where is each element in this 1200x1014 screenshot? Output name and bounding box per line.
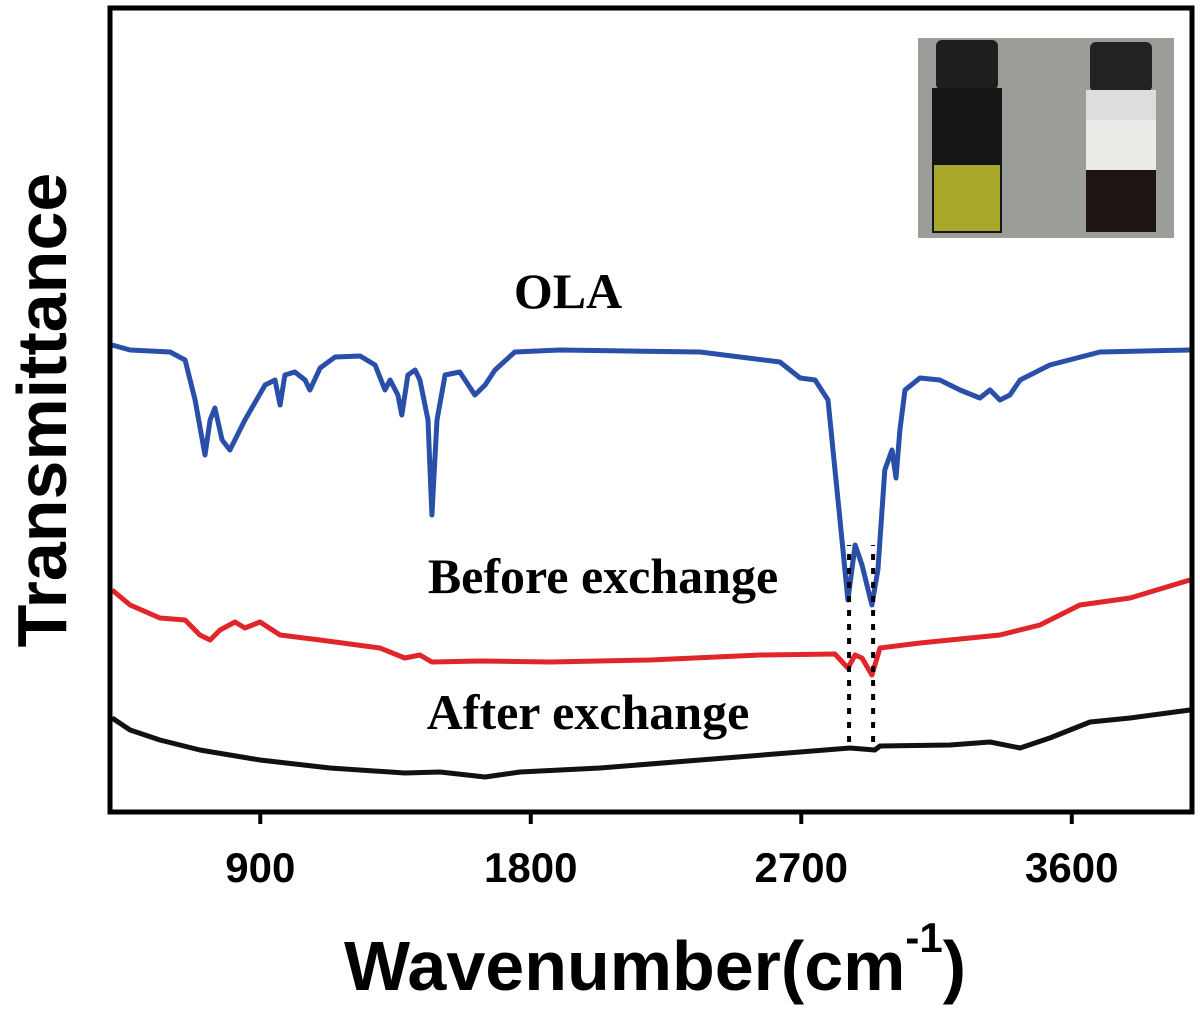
x-axis-title-main: Wavenumber(cm xyxy=(344,927,905,1005)
x-tick-label: 2700 xyxy=(755,844,848,891)
x-axis-title-close: ) xyxy=(943,927,966,1005)
annotation: Before exchange xyxy=(428,548,778,604)
x-axis-title-sup: -1 xyxy=(905,914,942,961)
x-axis-title: Wavenumber(cm-1) xyxy=(344,914,966,1005)
series-line xyxy=(110,577,1191,678)
annotation: After exchange xyxy=(427,684,750,740)
plot-frame xyxy=(107,5,1195,815)
inset-photo xyxy=(918,38,1174,238)
x-tick-label: 1800 xyxy=(484,844,577,891)
series-line xyxy=(111,342,1190,608)
annotation: OLA xyxy=(514,263,622,319)
x-tick-label: 3600 xyxy=(1025,844,1118,891)
x-tick-label: 900 xyxy=(225,844,295,891)
series-line xyxy=(110,707,1191,780)
y-axis-title: Transmittance xyxy=(3,173,81,648)
